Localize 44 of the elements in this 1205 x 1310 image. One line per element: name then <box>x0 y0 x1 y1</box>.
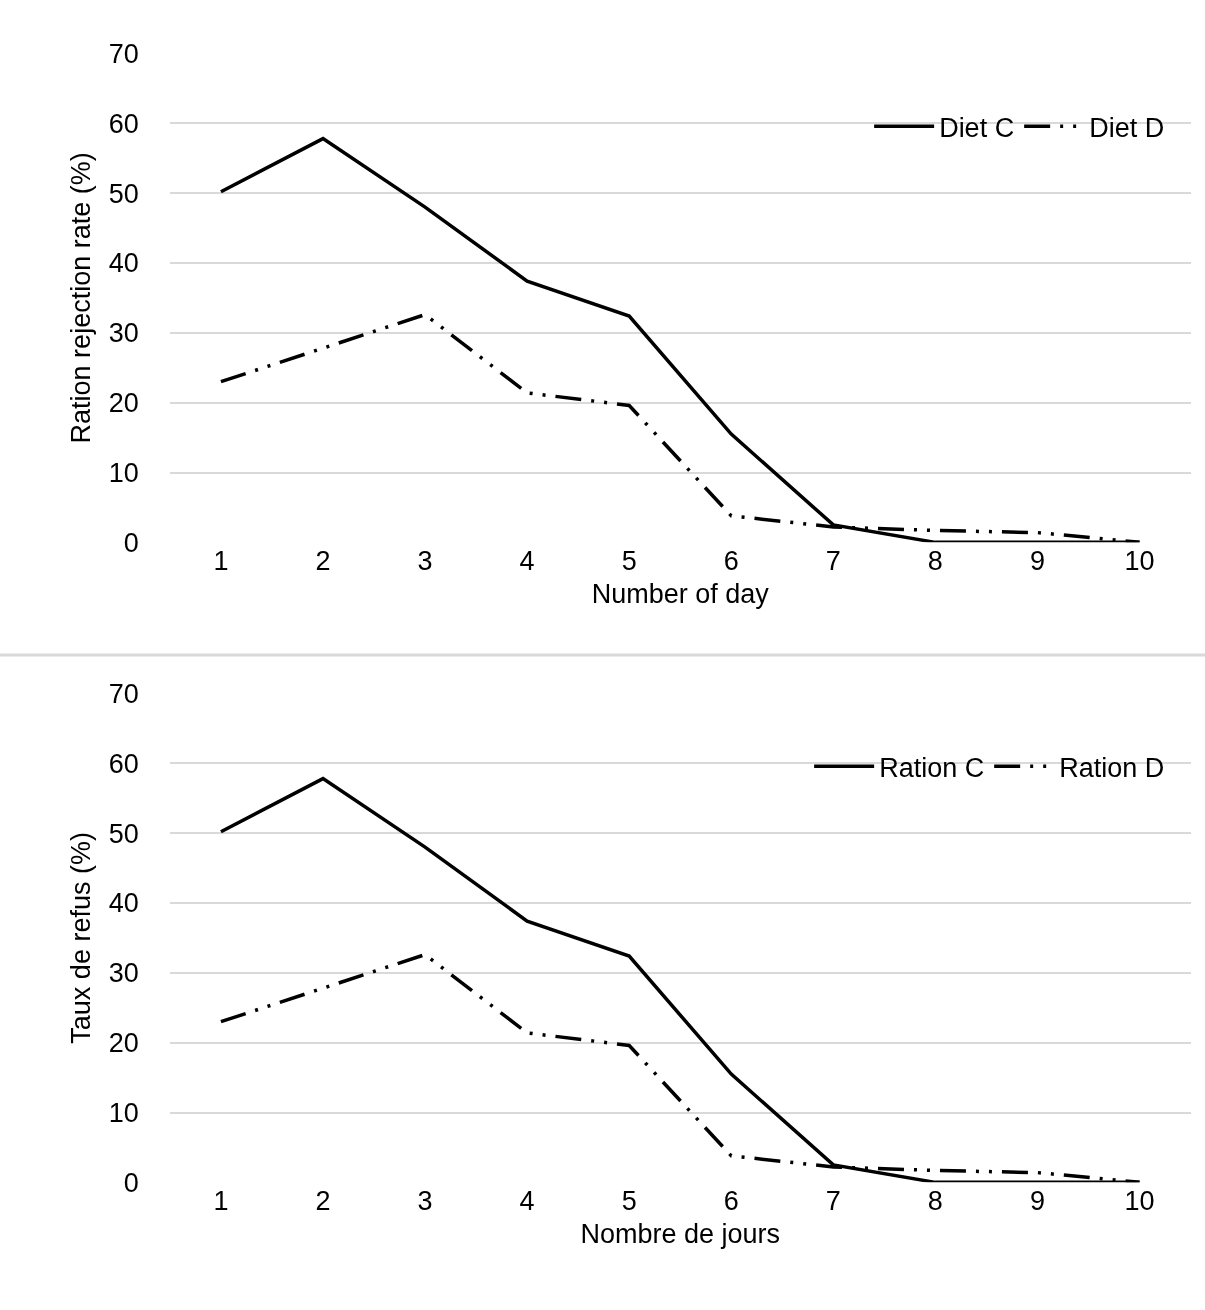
y-tick-label: 60 <box>108 108 139 139</box>
x-tick-label: 4 <box>519 546 535 577</box>
y-tick-label: 70 <box>108 38 139 69</box>
y-tick-label: 60 <box>108 748 139 779</box>
legend-label: Ration D <box>1059 752 1165 783</box>
y-tick-label: 70 <box>108 678 139 709</box>
x-tick-label: 1 <box>213 1186 229 1217</box>
y-tick-label: 30 <box>108 318 139 349</box>
legend-label: Diet C <box>939 112 1015 143</box>
y-tick-label: 50 <box>108 818 139 849</box>
y-tick-label: 0 <box>123 1167 139 1198</box>
x-tick-label: 10 <box>1124 1186 1155 1217</box>
x-tick-label: 6 <box>723 546 739 577</box>
y-tick-label: 10 <box>108 457 139 488</box>
x-tick-label: 6 <box>723 1186 739 1217</box>
x-axis-title: Nombre de jours <box>580 1218 781 1249</box>
legend-label: Diet D <box>1089 112 1165 143</box>
x-tick-label: 10 <box>1124 546 1155 577</box>
legend-label: Ration C <box>879 752 985 783</box>
y-tick-label: 50 <box>108 178 139 209</box>
x-tick-label: 1 <box>213 546 229 577</box>
y-tick-label: 20 <box>108 1028 139 1059</box>
y-tick-label: 30 <box>108 958 139 989</box>
x-tick-label: 4 <box>519 1186 535 1217</box>
x-tick-label: 3 <box>417 1186 433 1217</box>
x-tick-label: 8 <box>927 1186 943 1217</box>
y-tick-label: 0 <box>123 527 139 558</box>
x-axis-title: Number of day <box>591 578 770 609</box>
x-tick-label: 2 <box>315 1186 331 1217</box>
x-tick-label: 9 <box>1029 546 1045 577</box>
y-tick-label: 10 <box>108 1097 139 1128</box>
x-tick-label: 2 <box>315 546 331 577</box>
x-tick-label: 7 <box>825 1186 841 1217</box>
x-tick-label: 8 <box>927 546 943 577</box>
x-tick-label: 9 <box>1029 1186 1045 1217</box>
y-tick-label: 20 <box>108 388 139 419</box>
x-tick-label: 7 <box>825 546 841 577</box>
x-tick-label: 5 <box>621 1186 637 1217</box>
y-tick-label: 40 <box>108 248 139 279</box>
x-tick-label: 5 <box>621 546 637 577</box>
y-tick-label: 40 <box>108 888 139 919</box>
x-tick-label: 3 <box>417 546 433 577</box>
y-axis-title: Ration rejection rate (%) <box>65 152 96 444</box>
y-axis-title: Taux de refus (%) <box>65 832 96 1044</box>
